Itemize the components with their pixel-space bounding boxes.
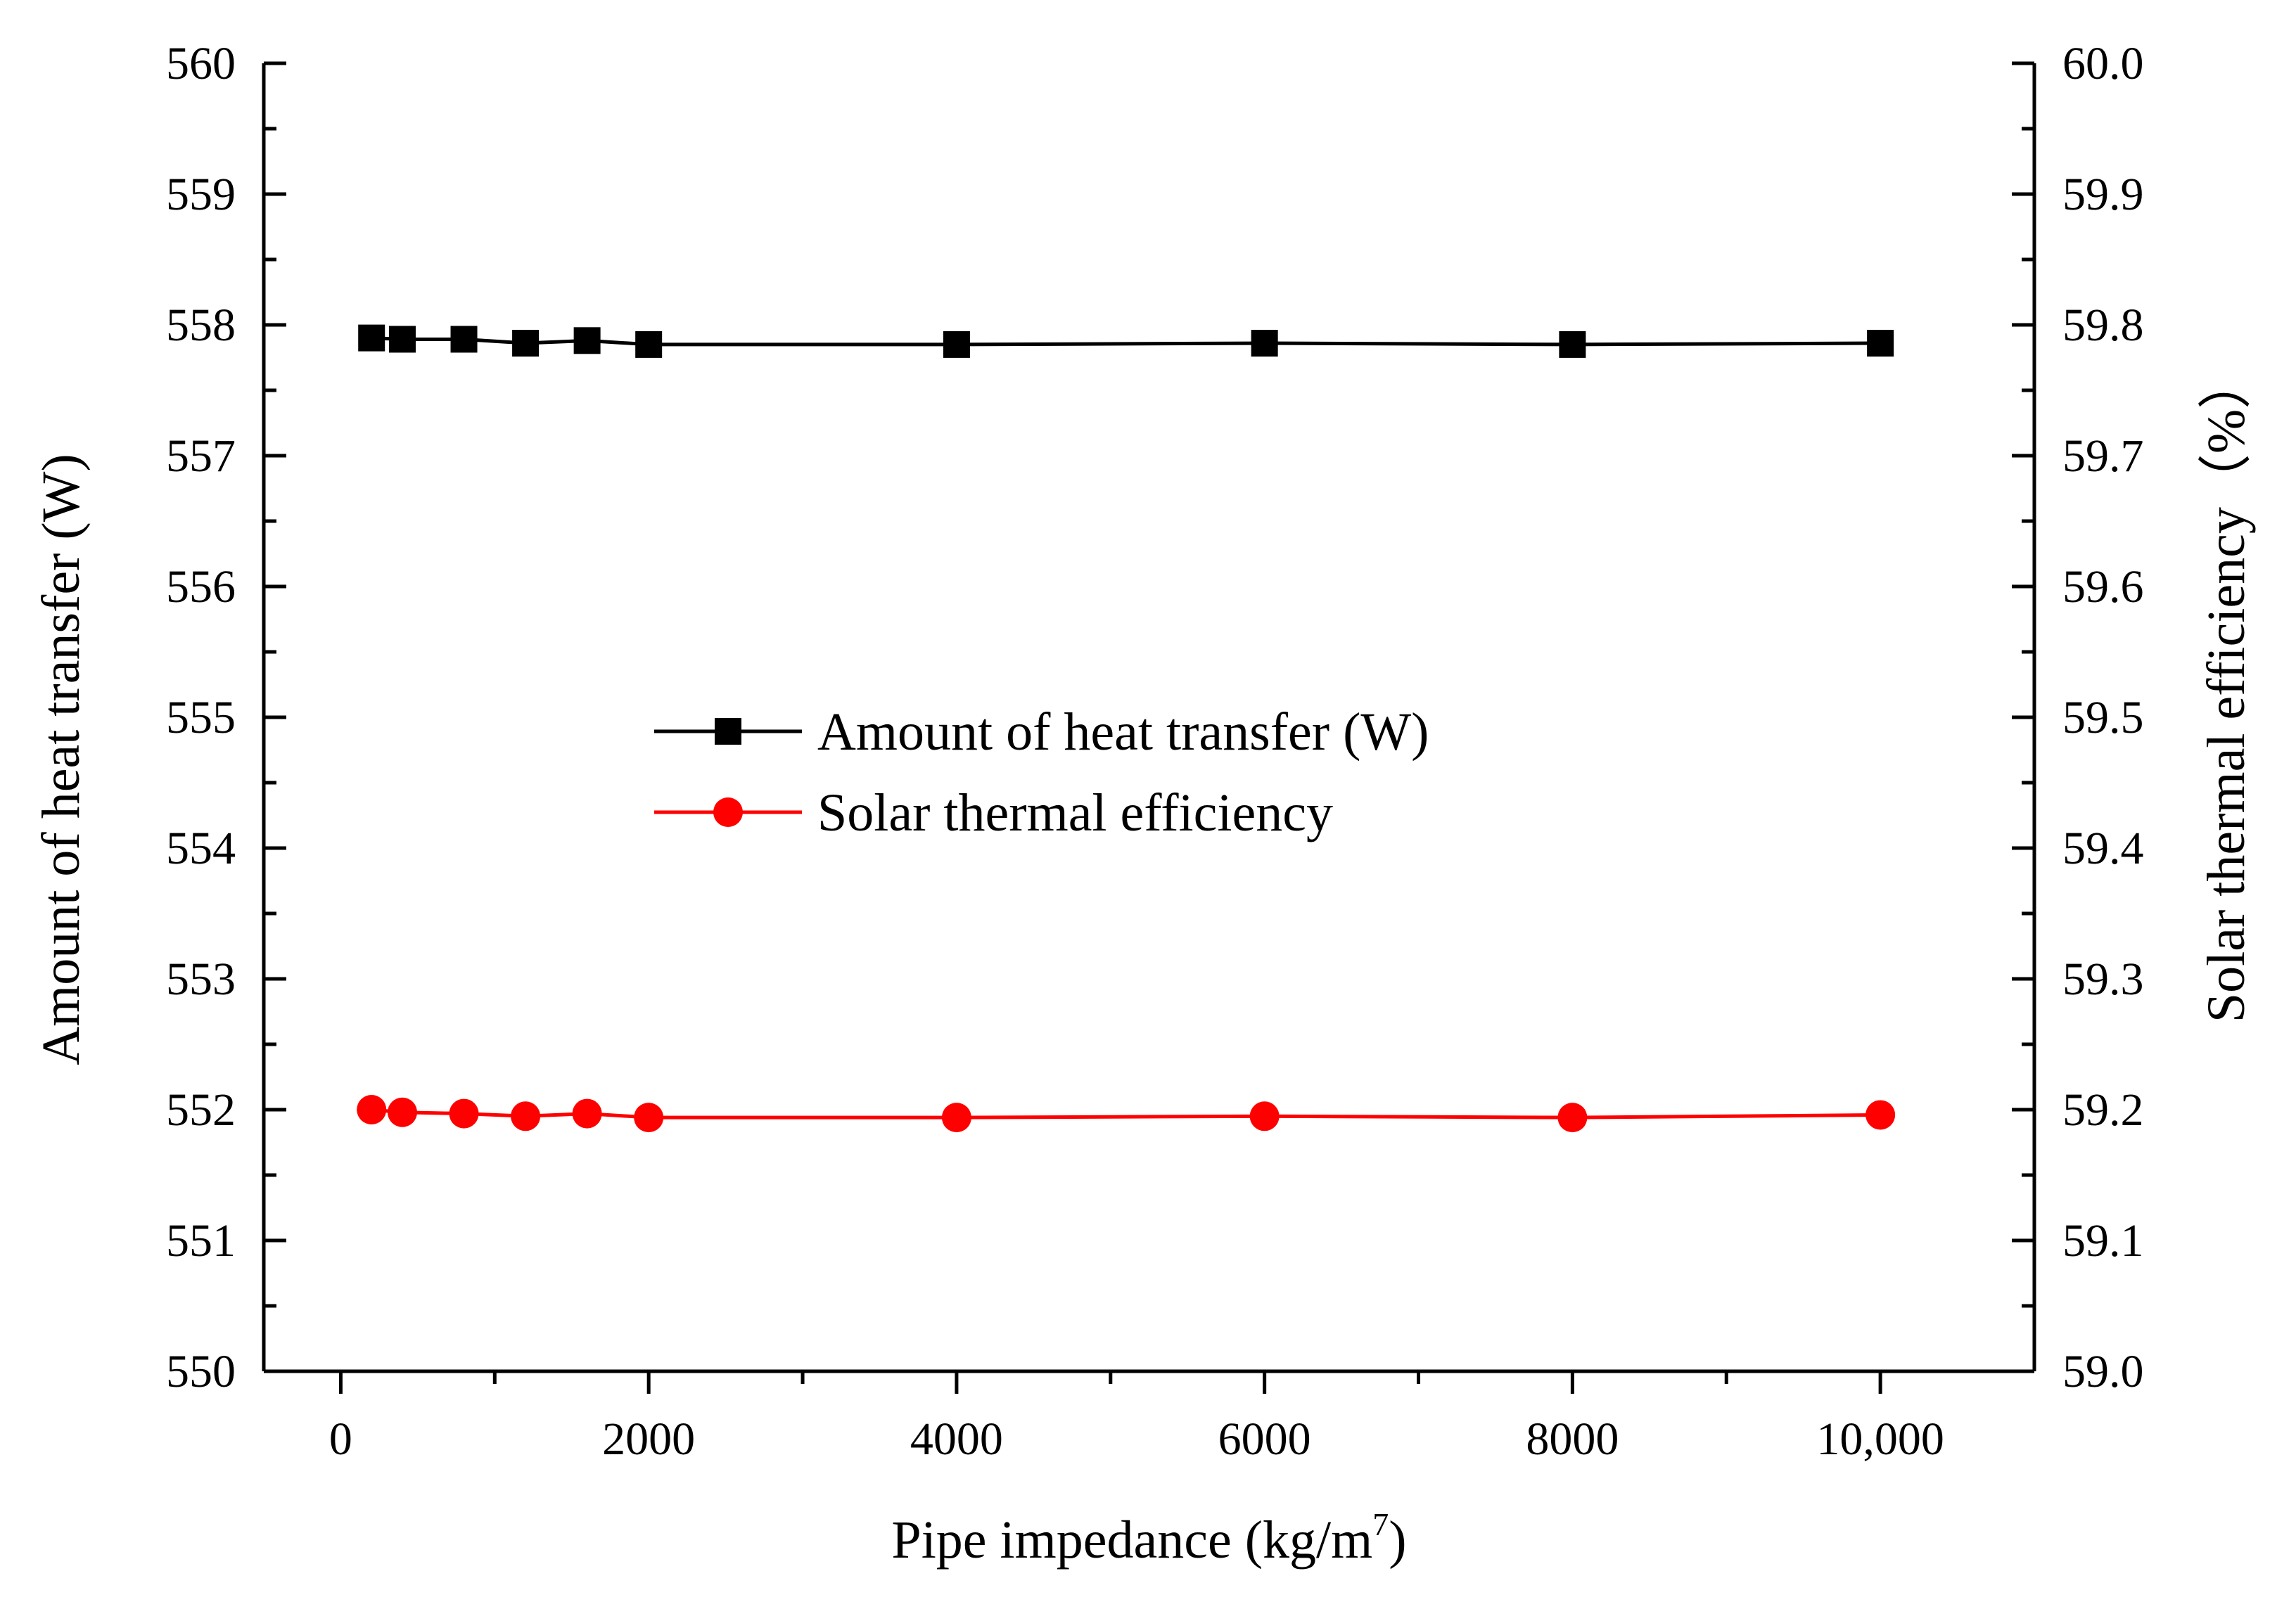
- y-right-tick-label: 59.8: [2062, 300, 2144, 351]
- efficiency-point: [1866, 1100, 1896, 1130]
- x-tick-label: 10,000: [1816, 1413, 1944, 1465]
- y-right-tick-label: 59.7: [2062, 430, 2144, 482]
- heat-transfer-point: [1251, 330, 1278, 357]
- x-tick-label: 8000: [1526, 1413, 1619, 1465]
- legend-square-marker: [715, 718, 741, 745]
- y-right-tick-label: 59.3: [2062, 954, 2144, 1005]
- y-left-tick-label: 553: [166, 954, 236, 1005]
- x-axis-title: Pipe impedance (kg/m7): [891, 1506, 1406, 1570]
- efficiency-point: [634, 1103, 664, 1133]
- efficiency-point: [387, 1097, 417, 1127]
- heat-transfer-point: [358, 324, 385, 352]
- heat-transfer-point: [512, 330, 540, 357]
- y-right-tick-label: 59.0: [2062, 1346, 2144, 1397]
- efficiency-point: [1249, 1101, 1280, 1131]
- y-right-tick-label: 59.9: [2062, 169, 2144, 220]
- y-left-tick-label: 555: [166, 692, 236, 743]
- x-tick-label: 4000: [910, 1413, 1003, 1465]
- y-left-tick-label: 550: [166, 1346, 236, 1397]
- y-left-tick-label: 556: [166, 561, 236, 612]
- x-tick-label: 6000: [1218, 1413, 1311, 1465]
- heat-transfer-point: [573, 327, 601, 354]
- efficiency-point: [1557, 1103, 1588, 1133]
- efficiency-point: [941, 1103, 971, 1133]
- legend-label-2: Solar thermal efficiency: [817, 783, 1333, 842]
- y-left-tick-label: 560: [166, 38, 236, 89]
- y-right-tick-label: 59.4: [2062, 823, 2144, 874]
- efficiency-point: [449, 1098, 479, 1129]
- y-left-tick-label: 554: [166, 823, 236, 874]
- series-line-1: [371, 336, 1881, 347]
- y-right-tick-label: 59.2: [2062, 1084, 2144, 1136]
- y-left-tick-label: 558: [166, 300, 236, 351]
- y-axis-right-title: Solar thermal efficiency（%）: [2197, 356, 2256, 1022]
- y-axis-left-title: Amount of heat transfer (W): [32, 454, 91, 1065]
- heat-transfer-point: [1559, 331, 1586, 358]
- legend-label-1: Amount of heat transfer (W): [817, 703, 1429, 762]
- y-right-tick-label: 59.6: [2062, 561, 2144, 612]
- y-left-tick-label: 557: [166, 430, 236, 482]
- y-right-tick-label: 59.1: [2062, 1215, 2144, 1266]
- x-tick-label: 0: [329, 1413, 352, 1465]
- efficiency-point: [572, 1098, 602, 1129]
- x-tick-label: 2000: [602, 1413, 695, 1465]
- heat-transfer-point: [943, 331, 970, 358]
- y-left-tick-label: 552: [166, 1084, 236, 1136]
- heat-transfer-point: [1867, 330, 1894, 357]
- efficiency-point: [511, 1101, 541, 1131]
- heat-transfer-point: [635, 331, 663, 358]
- heat-transfer-point: [450, 326, 478, 353]
- efficiency-point: [357, 1095, 387, 1124]
- y-right-tick-label: 60.0: [2062, 38, 2144, 89]
- y-left-tick-label: 551: [166, 1215, 236, 1266]
- heat-transfer-point: [388, 326, 416, 353]
- y-right-tick-label: 59.5: [2062, 692, 2144, 743]
- y-left-tick-label: 559: [166, 169, 236, 220]
- legend-circle-marker: [713, 797, 743, 827]
- series-line-2: [371, 1108, 1881, 1120]
